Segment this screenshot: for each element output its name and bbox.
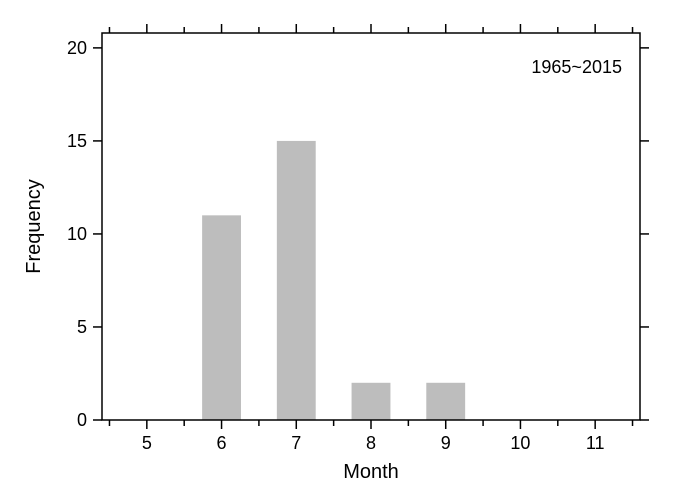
ytick-label-0: 0 <box>77 410 87 430</box>
y-axis-title: Frequency <box>23 179 45 274</box>
bar-month-8 <box>352 383 391 420</box>
xtick-label-8: 8 <box>366 433 376 453</box>
xtick-label-9: 9 <box>441 433 451 453</box>
bar-month-7 <box>277 141 316 420</box>
ytick-label-20: 20 <box>67 38 87 58</box>
xtick-label-7: 7 <box>291 433 301 453</box>
x-axis-title: Month <box>343 461 399 483</box>
bar-month-9 <box>426 383 465 420</box>
ytick-label-5: 5 <box>77 317 87 337</box>
chart-svg: 5 6 7 8 9 10 11 0 5 10 15 20 Month Frequency 1965~2015 <box>0 0 691 504</box>
bar-month-6 <box>202 215 241 420</box>
xtick-label-11: 11 <box>586 433 605 453</box>
xtick-label-5: 5 <box>142 433 152 453</box>
ytick-label-10: 10 <box>67 224 87 244</box>
frequency-by-month-chart: 5 6 7 8 9 10 11 0 5 10 15 20 Month Frequency 1965~2015 <box>0 0 691 504</box>
year-range-annotation: 1965~2015 <box>531 57 622 77</box>
xtick-label-10: 10 <box>510 433 530 453</box>
ytick-label-15: 15 <box>67 131 87 151</box>
xtick-label-6: 6 <box>217 433 227 453</box>
